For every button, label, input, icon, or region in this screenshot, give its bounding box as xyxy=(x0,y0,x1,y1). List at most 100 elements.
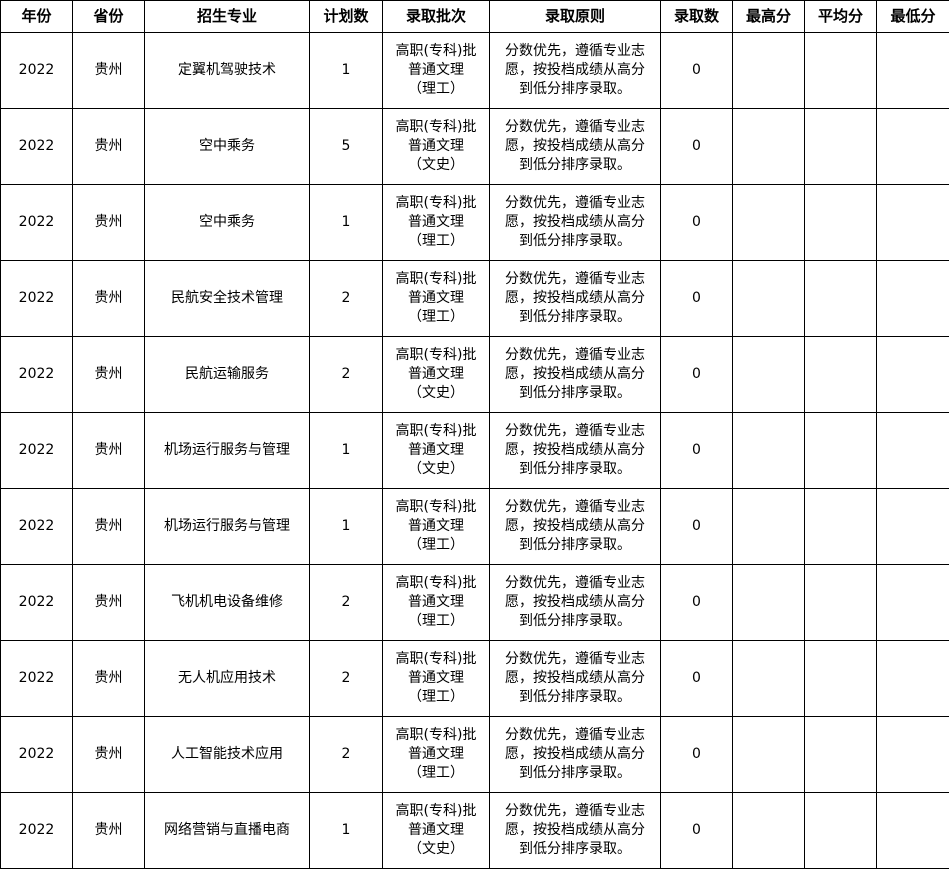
batch-line: 普通文理 xyxy=(408,746,464,762)
cell-plan: 2 xyxy=(309,336,383,413)
batch-line: （理工） xyxy=(408,233,464,249)
principle-line: 分数优先，遵循专业志 xyxy=(505,803,645,819)
cell-year: 2022 xyxy=(0,184,73,261)
cell-province: 贵州 xyxy=(72,260,145,337)
batch-line: 高职(专科)批 xyxy=(395,43,477,59)
principle-line: 到低分排序录取。 xyxy=(519,233,631,249)
cell-max-score xyxy=(732,564,805,641)
batch-line: （理工） xyxy=(408,689,464,705)
batch-line: 普通文理 xyxy=(408,442,464,458)
cell-year: 2022 xyxy=(0,336,73,413)
cell-min-score xyxy=(876,260,949,337)
cell-year: 2022 xyxy=(0,716,73,793)
cell-admitted: 0 xyxy=(660,564,733,641)
cell-year: 2022 xyxy=(0,108,73,185)
cell-admitted: 0 xyxy=(660,108,733,185)
cell-admitted: 0 xyxy=(660,488,733,565)
table-row: 2022 贵州 无人机应用技术 2 高职(专科)批 普通文理 （理工） 分数优先，遵循专业志愿… xyxy=(0,640,949,717)
table-row: 2022 贵州 人工智能技术应用 2 高职(专科)批 普通文理 （理工） 分数优先，遵循专业志… xyxy=(0,716,949,793)
cell-batch: 高职(专科)批 普通文理 （理工） xyxy=(382,564,490,641)
principle-line: 到低分排序录取。 xyxy=(519,765,631,781)
cell-province: 贵州 xyxy=(72,640,145,717)
table-row: 2022 贵州 空中乘务 1 高职(专科)批 普通文理 （理工） 分数优先，遵循专业志 愿，按投… xyxy=(0,184,949,261)
batch-line: （理工） xyxy=(408,613,464,629)
table-body: 2022 贵州 定翼机驾驶技术 1 高职(专科)批 普通文理 （理工） 分数优先，遵循专业志愿… xyxy=(0,32,949,869)
principle-line: 到低分排序录取。 xyxy=(519,613,631,629)
cell-province: 贵州 xyxy=(72,792,145,869)
cell-admitted: 0 xyxy=(660,716,733,793)
cell-principle: 分数优先，遵循专业志 愿，按投档成绩从高分 到低分排序录取。 xyxy=(489,488,661,565)
principle-line: 到低分排序录取。 xyxy=(519,689,631,705)
column-header-avg-score: 平均分 xyxy=(804,0,877,33)
cell-avg-score xyxy=(804,336,877,413)
cell-min-score xyxy=(876,336,949,413)
cell-avg-score xyxy=(804,716,877,793)
batch-line: 高职(专科)批 xyxy=(395,727,477,743)
principle-line: 分数优先，遵循专业志 xyxy=(505,119,645,135)
cell-major: 空中乘务 xyxy=(144,108,310,185)
column-header-min-score: 最低分 xyxy=(876,0,949,33)
cell-major: 人工智能技术应用 xyxy=(144,716,310,793)
principle-line: 分数优先，遵循专业志 xyxy=(505,651,645,667)
cell-province: 贵州 xyxy=(72,108,145,185)
cell-major: 机场运行服务与管理 xyxy=(144,488,310,565)
cell-province: 贵州 xyxy=(72,412,145,489)
principle-line: 愿，按投档成绩从高分 xyxy=(505,442,645,458)
cell-major: 空中乘务 xyxy=(144,184,310,261)
batch-line: 普通文理 xyxy=(408,366,464,382)
cell-admitted: 0 xyxy=(660,184,733,261)
batch-line: 普通文理 xyxy=(408,214,464,230)
cell-year: 2022 xyxy=(0,412,73,489)
cell-principle: 分数优先，遵循专业志 愿，按投档成绩从高分 到低分排序录取。 xyxy=(489,564,661,641)
cell-principle: 分数优先，遵循专业志 愿，按投档成绩从高分 到低分排序录取。 xyxy=(489,412,661,489)
cell-principle: 分数优先，遵循专业志 愿，按投档成绩从高分 到低分排序录取。 xyxy=(489,716,661,793)
cell-max-score xyxy=(732,640,805,717)
table-row: 2022 贵州 飞机机电设备维修 2 高职(专科)批 普通文理 （理工） 分数优先，遵循专业志… xyxy=(0,564,949,641)
batch-line: 普通文理 xyxy=(408,290,464,306)
cell-avg-score xyxy=(804,564,877,641)
cell-min-score xyxy=(876,716,949,793)
cell-avg-score xyxy=(804,640,877,717)
cell-year: 2022 xyxy=(0,32,73,109)
cell-admitted: 0 xyxy=(660,32,733,109)
cell-batch: 高职(专科)批 普通文理 （文史） xyxy=(382,108,490,185)
batch-line: 普通文理 xyxy=(408,594,464,610)
principle-line: 愿，按投档成绩从高分 xyxy=(505,290,645,306)
cell-max-score xyxy=(732,260,805,337)
column-header-major: 招生专业 xyxy=(144,0,310,33)
table-row: 2022 贵州 民航运输服务 2 高职(专科)批 普通文理 （文史） 分数优先，遵循专业志 愿，… xyxy=(0,336,949,413)
cell-max-score xyxy=(732,184,805,261)
cell-avg-score xyxy=(804,412,877,489)
cell-plan: 1 xyxy=(309,412,383,489)
cell-year: 2022 xyxy=(0,640,73,717)
column-header-batch: 录取批次 xyxy=(382,0,490,33)
table-row: 2022 贵州 民航安全技术管理 2 高职(专科)批 普通文理 （理工） 分数优先，遵循专业志… xyxy=(0,260,949,337)
cell-max-score xyxy=(732,792,805,869)
principle-line: 分数优先，遵循专业志 xyxy=(505,195,645,211)
cell-batch: 高职(专科)批 普通文理 （文史） xyxy=(382,412,490,489)
column-header-admitted: 录取数 xyxy=(660,0,733,33)
principle-line: 分数优先，遵循专业志 xyxy=(505,423,645,439)
batch-line: 高职(专科)批 xyxy=(395,651,477,667)
cell-plan: 5 xyxy=(309,108,383,185)
cell-principle: 分数优先，遵循专业志 愿，按投档成绩从高分 到低分排序录取。 xyxy=(489,260,661,337)
cell-avg-score xyxy=(804,792,877,869)
cell-major: 民航安全技术管理 xyxy=(144,260,310,337)
cell-province: 贵州 xyxy=(72,564,145,641)
batch-line: （文史） xyxy=(408,461,464,477)
batch-line: （文史） xyxy=(408,157,464,173)
cell-admitted: 0 xyxy=(660,640,733,717)
principle-line: 愿，按投档成绩从高分 xyxy=(505,594,645,610)
cell-batch: 高职(专科)批 普通文理 （文史） xyxy=(382,792,490,869)
table-row: 2022 贵州 空中乘务 5 高职(专科)批 普通文理 （文史） 分数优先，遵循专业志 愿，按投… xyxy=(0,108,949,185)
principle-line: 到低分排序录取。 xyxy=(519,385,631,401)
batch-line: （文史） xyxy=(408,841,464,857)
cell-min-score xyxy=(876,792,949,869)
batch-line: 普通文理 xyxy=(408,670,464,686)
principle-line: 分数优先，遵循专业志 xyxy=(505,43,645,59)
batch-line: 普通文理 xyxy=(408,822,464,838)
cell-min-score xyxy=(876,32,949,109)
table-row: 2022 贵州 网络营销与直播电商 1 高职(专科)批 普通文理 （文史） 分数优先，遵循专业… xyxy=(0,792,949,869)
principle-line: 愿，按投档成绩从高分 xyxy=(505,746,645,762)
